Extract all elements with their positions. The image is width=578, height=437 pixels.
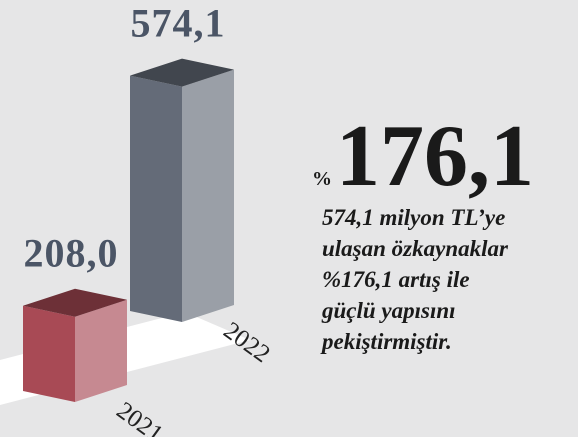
value-label: 208,0 xyxy=(24,231,119,276)
description-line: pekiştirmiştir. xyxy=(320,329,452,354)
value-label: 574,1 xyxy=(131,1,226,46)
description-line: ulaşan özkaynaklar xyxy=(322,236,509,261)
description-line: güçlü yapısını xyxy=(321,298,456,323)
description-line: %176,1 artış ile xyxy=(322,267,470,292)
bar-left-face xyxy=(23,305,75,402)
bar-right-face xyxy=(182,69,234,322)
bar-top-face xyxy=(23,288,127,317)
bar-top-face xyxy=(130,58,234,87)
bar-right-face xyxy=(75,299,127,402)
headline-value: 176,1 xyxy=(336,108,534,205)
description-line: 574,1 milyon TL’ye xyxy=(322,205,505,230)
bar-left-face xyxy=(130,75,182,322)
headline-prefix: % xyxy=(312,168,332,190)
